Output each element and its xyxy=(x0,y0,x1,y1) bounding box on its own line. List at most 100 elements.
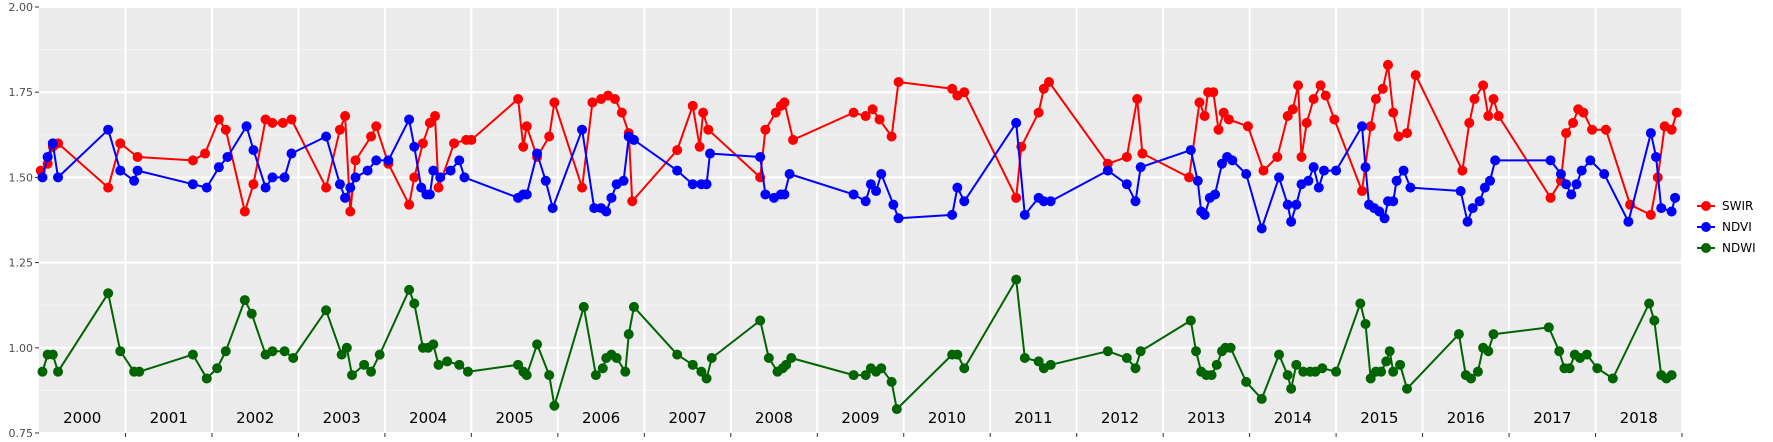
data-point xyxy=(1365,373,1376,384)
legend-label: NDVI xyxy=(1722,220,1752,234)
data-point xyxy=(404,114,415,125)
data-point xyxy=(239,295,250,306)
data-point xyxy=(1402,383,1413,394)
data-point xyxy=(336,349,347,360)
data-point xyxy=(1317,363,1328,374)
data-point xyxy=(213,162,224,173)
data-point xyxy=(1474,196,1485,207)
data-point xyxy=(321,305,332,316)
data-point xyxy=(701,373,712,384)
data-point xyxy=(1241,168,1252,179)
data-point xyxy=(876,168,887,179)
data-point xyxy=(1102,165,1113,176)
data-point xyxy=(362,165,373,176)
data-point xyxy=(1045,196,1056,207)
data-point xyxy=(609,94,620,105)
data-point xyxy=(1242,121,1253,132)
data-point xyxy=(1462,216,1473,227)
data-point xyxy=(1666,124,1677,135)
data-point xyxy=(1185,315,1196,326)
data-point xyxy=(1019,209,1030,220)
data-point xyxy=(187,155,198,166)
legend-key-dot xyxy=(1701,243,1711,253)
data-point xyxy=(1488,329,1499,340)
data-point xyxy=(860,111,871,122)
data-point xyxy=(1011,274,1022,285)
data-point xyxy=(288,353,299,364)
data-point xyxy=(220,124,231,135)
data-point xyxy=(1578,107,1589,118)
data-point xyxy=(279,346,290,357)
data-point xyxy=(1382,59,1393,70)
data-point xyxy=(1478,80,1489,91)
data-point xyxy=(848,370,859,381)
data-point xyxy=(260,182,271,193)
data-point xyxy=(1388,196,1399,207)
year-label: 2018 xyxy=(1620,409,1658,427)
year-label: 2017 xyxy=(1533,409,1571,427)
data-point xyxy=(848,107,859,118)
data-point xyxy=(755,315,766,326)
data-point xyxy=(1585,155,1596,166)
data-point xyxy=(1298,366,1309,377)
data-point xyxy=(696,366,707,377)
series-layer xyxy=(35,59,1682,415)
data-point xyxy=(577,124,588,135)
data-point xyxy=(1670,192,1681,203)
data-point xyxy=(1379,213,1390,224)
data-point xyxy=(1286,216,1297,227)
data-point xyxy=(867,104,878,115)
data-point xyxy=(1303,175,1314,186)
data-point xyxy=(1274,349,1285,360)
year-label: 2005 xyxy=(496,409,534,427)
data-point xyxy=(417,138,428,149)
data-point xyxy=(267,117,278,128)
data-point xyxy=(1211,359,1222,370)
data-point xyxy=(1191,346,1202,357)
data-point xyxy=(1185,145,1196,156)
data-point xyxy=(222,151,233,162)
data-point xyxy=(1313,182,1324,193)
data-point xyxy=(277,117,288,128)
y-tick-label: 1.25 xyxy=(9,257,34,270)
data-point xyxy=(1357,121,1368,132)
data-point xyxy=(893,213,904,224)
data-point xyxy=(874,114,885,125)
data-point xyxy=(1393,131,1404,142)
data-point xyxy=(1282,370,1293,381)
data-point xyxy=(1121,151,1132,162)
data-point xyxy=(781,359,792,370)
data-point xyxy=(959,87,970,98)
data-point xyxy=(1566,189,1577,200)
legend: SWIR NDVI NDWI xyxy=(1697,199,1756,255)
data-point xyxy=(454,155,465,166)
data-point xyxy=(779,189,790,200)
data-point xyxy=(350,172,361,183)
data-point xyxy=(860,196,871,207)
y-tick-label: 1.50 xyxy=(9,171,34,184)
data-point xyxy=(1210,189,1221,200)
data-point xyxy=(42,151,53,162)
data-point xyxy=(435,172,446,183)
data-point xyxy=(1135,346,1146,357)
legend-key-dot xyxy=(1701,222,1711,232)
data-point xyxy=(212,363,223,374)
data-point xyxy=(549,400,560,411)
year-label: 2007 xyxy=(668,409,706,427)
data-point xyxy=(587,97,598,108)
data-point xyxy=(597,363,608,374)
data-point xyxy=(705,148,716,159)
year-label: 2004 xyxy=(409,409,447,427)
data-point xyxy=(424,117,435,128)
data-point xyxy=(371,121,382,132)
data-point xyxy=(1377,83,1388,94)
data-point xyxy=(1286,383,1297,394)
data-point xyxy=(549,97,560,108)
data-point xyxy=(628,134,639,145)
data-point xyxy=(449,138,460,149)
data-point xyxy=(947,83,958,94)
year-label: 2014 xyxy=(1274,409,1312,427)
data-point xyxy=(37,172,48,183)
data-point xyxy=(672,165,683,176)
data-point xyxy=(1213,124,1224,135)
